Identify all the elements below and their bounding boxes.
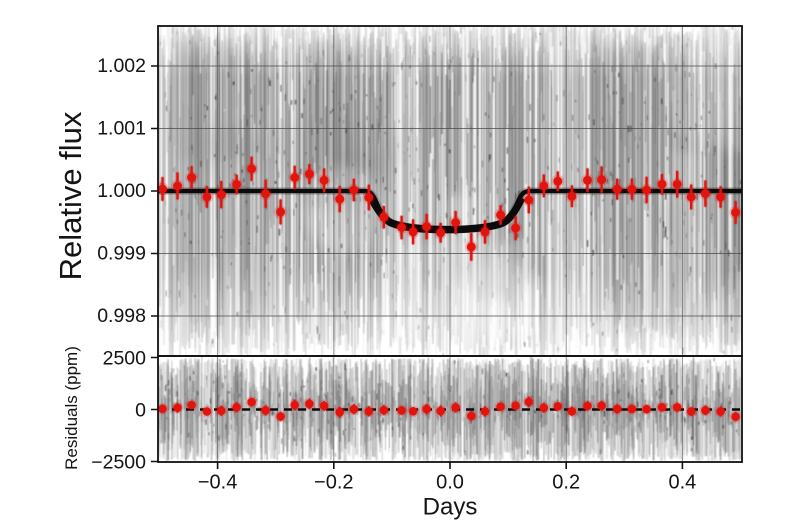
svg-text:Days: Days (423, 494, 478, 521)
svg-text:1.001: 1.001 (97, 118, 146, 140)
svg-text:0.4: 0.4 (668, 472, 696, 494)
svg-text:0.998: 0.998 (97, 305, 146, 327)
svg-text:0.999: 0.999 (97, 243, 146, 265)
svg-text:0.0: 0.0 (436, 472, 464, 494)
svg-text:−2500: −2500 (91, 452, 146, 474)
svg-text:2500: 2500 (103, 348, 147, 370)
svg-text:0: 0 (135, 400, 146, 422)
svg-text:−0.2: −0.2 (314, 472, 353, 494)
svg-text:1.000: 1.000 (97, 180, 146, 202)
svg-text:Relative flux: Relative flux (53, 111, 88, 280)
svg-text:1.002: 1.002 (97, 55, 146, 77)
svg-text:−0.4: −0.4 (198, 472, 237, 494)
svg-text:0.2: 0.2 (552, 472, 580, 494)
svg-text:Residuals (ppm): Residuals (ppm) (62, 346, 81, 470)
